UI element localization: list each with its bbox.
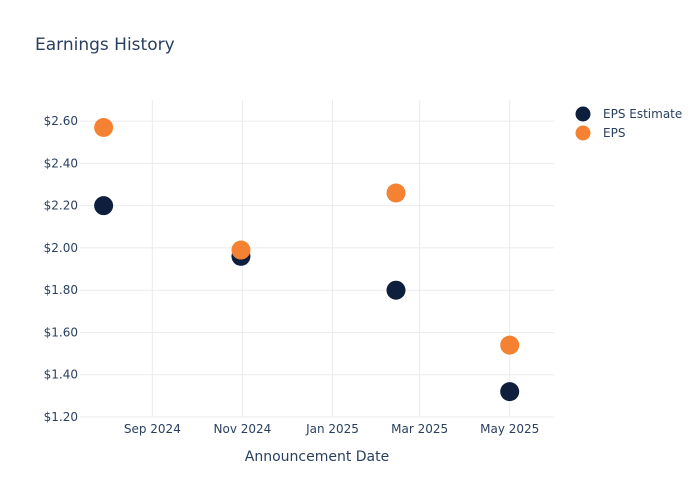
y-tick-label: $1.20	[44, 410, 78, 424]
x-tick-label: May 2025	[480, 422, 539, 436]
legend-label[interactable]: EPS Estimate	[603, 107, 682, 121]
x-tick-label: Mar 2025	[391, 422, 448, 436]
eps-point[interactable]	[94, 117, 114, 137]
x-tick-label: Nov 2024	[214, 422, 272, 436]
y-tick-label: $1.80	[44, 283, 78, 297]
eps-point[interactable]	[500, 335, 520, 355]
grid-lines	[80, 100, 554, 418]
eps-estimate-point[interactable]	[386, 280, 406, 300]
x-axis-ticks: Sep 2024 Nov 2024 Jan 2025 Mar 2025 May 2025	[124, 422, 539, 436]
y-tick-label: $2.20	[44, 199, 78, 213]
chart-title: Earnings History	[35, 35, 175, 55]
y-tick-label: $1.60	[44, 325, 78, 339]
x-axis-title: Announcement Date	[245, 449, 389, 465]
legend[interactable]: EPS Estimate EPS	[575, 106, 683, 141]
legend-label[interactable]: EPS	[603, 126, 625, 140]
eps-point[interactable]	[231, 240, 251, 260]
x-tick-label: Sep 2024	[124, 422, 181, 436]
legend-marker	[575, 125, 591, 141]
x-tick-label: Jan 2025	[305, 422, 359, 436]
y-tick-label: $2.40	[44, 156, 78, 170]
y-axis-ticks: $1.20 $1.40 $1.60 $1.80 $2.00 $2.20 $2.40 $2.60	[44, 114, 78, 424]
y-tick-label: $2.00	[44, 241, 78, 255]
y-tick-label: $2.60	[44, 114, 78, 128]
legend-marker	[575, 106, 591, 122]
eps-estimate-point[interactable]	[500, 382, 520, 402]
eps-point[interactable]	[386, 183, 406, 203]
y-tick-label: $1.40	[44, 368, 78, 382]
data-points	[94, 117, 520, 402]
eps-estimate-point[interactable]	[94, 196, 114, 216]
